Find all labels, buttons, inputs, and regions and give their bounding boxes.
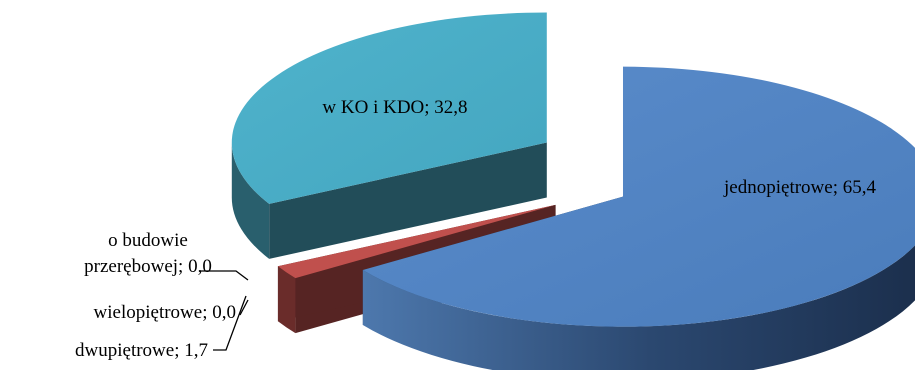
leader-line bbox=[200, 270, 249, 281]
leader-line bbox=[213, 295, 247, 351]
data-label-wielopietrowe: wielopiętrowe; 0,0 bbox=[94, 302, 236, 323]
data-label-dwupietrowe: dwupiętrowe; 1,7 bbox=[75, 340, 208, 361]
data-label-przerebowa: o budowie przerębowej; 0,0 bbox=[84, 230, 212, 277]
slice-ko-kdo bbox=[231, 12, 547, 259]
data-label-ko-kdo: w KO i KDO; 32,8 bbox=[322, 97, 467, 118]
leader-line bbox=[239, 299, 249, 316]
slice-jednopietrowe bbox=[362, 66, 915, 370]
data-label-jednopietrowe: jednopiętrowe; 65,4 bbox=[723, 177, 876, 198]
